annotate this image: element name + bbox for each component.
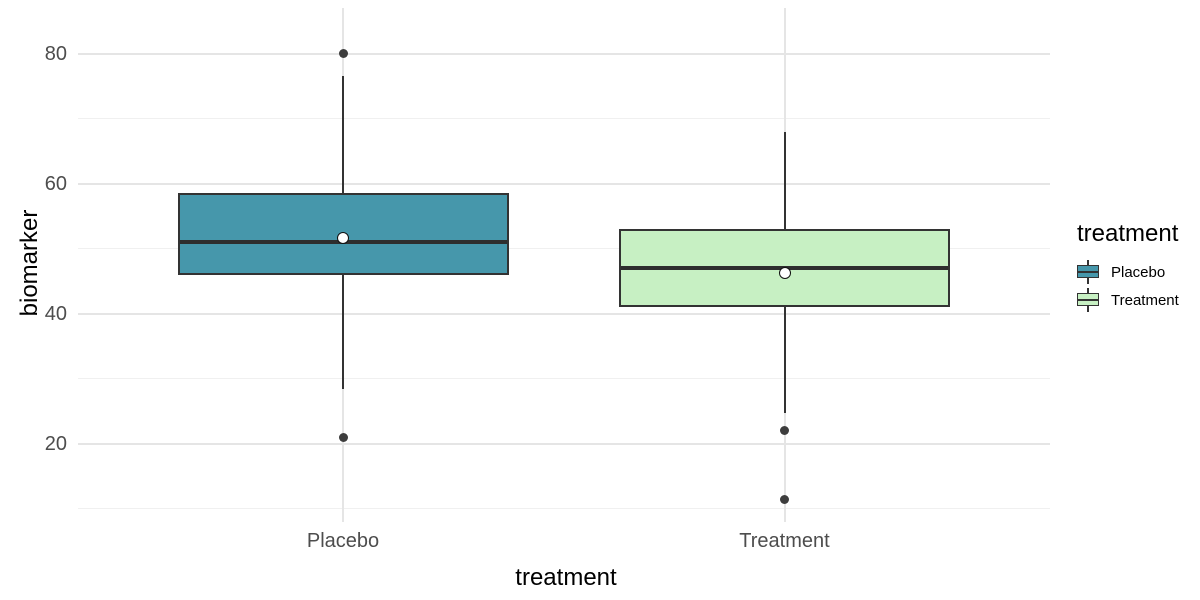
treatment-outlier-point-1 [780,494,789,504]
minor-gridline-30 [78,378,1050,380]
legend-item-placebo: Placebo [1077,258,1179,286]
legend-label: Treatment [1111,291,1179,309]
legend-key-boxplot-icon [1077,260,1099,284]
y-tick-label-60: 60 [44,172,67,195]
major-gridline-40 [78,312,1050,315]
placebo-outlier-point-1 [338,432,348,442]
y-axis-title: biomarker [16,209,43,317]
placebo-outlier-point-0 [338,49,348,59]
x-tick-label-treatment: Treatment [739,530,830,552]
x-axis-title: treatment [515,564,617,591]
placebo-upper-whisker [342,76,344,194]
minor-gridline-50 [78,248,1050,250]
y-tick-label-40: 40 [44,302,67,325]
treatment-mean-point [778,266,791,279]
x-tick-label-placebo: Placebo [306,530,380,552]
plot-panel [78,8,1050,522]
legend-rows: Placebo Treatment [1077,258,1179,314]
legend-title: treatment [1077,220,1179,247]
minor-gridline-10 [78,508,1050,510]
major-gridline-20 [78,442,1050,445]
placebo-mean-point [337,231,349,244]
major-gridline-80 [78,52,1050,55]
legend-item-treatment: Treatment [1077,286,1179,314]
major-gridline-60 [78,182,1050,185]
y-tick-label-80: 80 [44,42,67,65]
legend: treatment Placebo Treatment [1077,220,1179,314]
minor-gridline-70 [78,118,1050,120]
treatment-upper-whisker [783,131,786,230]
treatment-lower-whisker [783,307,786,413]
y-tick-label-20: 20 [44,432,67,455]
legend-key-boxplot-icon [1077,288,1099,312]
placebo-lower-whisker [342,274,344,389]
treatment-outlier-point-0 [780,426,789,436]
legend-label: Placebo [1111,263,1166,281]
